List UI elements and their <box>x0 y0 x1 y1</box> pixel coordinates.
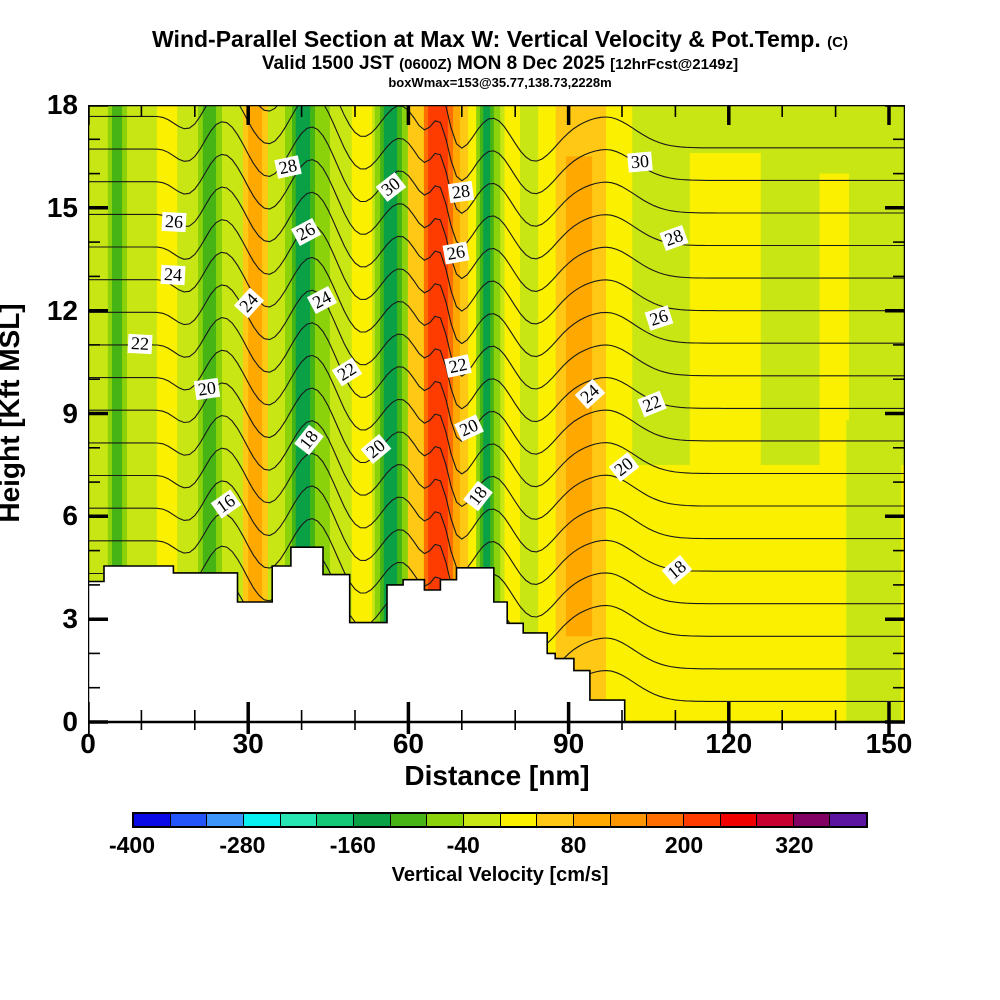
y-axis-tick: 0 <box>62 706 78 737</box>
valid-time: Valid 1500 JST <box>261 53 394 74</box>
colorbar-tick-label: -160 <box>329 832 376 858</box>
colorbar-segment <box>610 814 648 826</box>
colorbar-tick-label: 200 <box>664 832 704 858</box>
colorbar-segment <box>427 814 464 826</box>
y-axis-tick: 9 <box>62 397 78 429</box>
colorbar-segment <box>317 814 354 826</box>
colorbar-segment <box>390 814 428 826</box>
colorbar-segment <box>830 814 867 826</box>
x-axis-title: Distance [nm] <box>404 760 590 791</box>
colorbar-segment <box>720 814 758 826</box>
forecast-info: [12hrFcst@2149z] <box>610 56 739 73</box>
x-axis-tick: 30 <box>232 728 264 759</box>
colorbar <box>132 812 868 828</box>
figure-title-units: (C) <box>827 34 848 51</box>
colorbar-segment <box>207 814 244 826</box>
colorbar-tick-label: 80 <box>560 832 587 858</box>
colorbar-segment <box>243 814 281 826</box>
colorbar-segment <box>134 814 171 826</box>
x-axis-tick: 60 <box>392 728 424 759</box>
colorbar-tick-label: -40 <box>446 832 480 858</box>
colorbar-segment <box>647 814 684 826</box>
plot-area <box>88 105 905 737</box>
y-axis-tick: 15 <box>46 191 78 223</box>
x-axis-tick: 90 <box>553 728 585 759</box>
colorbar-tick-label: -400 <box>108 832 156 858</box>
figure-title-text: Wind-Parallel Section at Max W: Vertical… <box>152 26 821 52</box>
colorbar-caption: Vertical Velocity [cm/s] <box>391 864 609 886</box>
x-axis-tick: 150 <box>865 728 913 759</box>
colorbar-segment <box>793 814 831 826</box>
x-axis-tick: 0 <box>80 728 96 759</box>
colorbar-segment <box>757 814 794 826</box>
y-axis-tick: 6 <box>62 500 78 532</box>
valid-date: MON 8 Dec 2025 <box>456 53 605 74</box>
colorbar-segment <box>500 814 538 826</box>
figure-subtitle: Valid 1500 JST (0600Z) MON 8 Dec 2025 [1… <box>0 53 1000 75</box>
colorbar-segment <box>280 814 318 826</box>
figure-title: Wind-Parallel Section at Max W: Vertical… <box>0 26 1000 53</box>
section-plot <box>88 105 905 734</box>
colorbar-segment <box>463 814 501 826</box>
y-axis-tick: 12 <box>46 294 78 326</box>
x-axis-tick: 120 <box>705 728 753 759</box>
y-axis-tick: 18 <box>46 89 78 120</box>
colorbar-segment <box>573 814 611 826</box>
colorbar-segment <box>537 814 574 826</box>
colorbar-tick-label: -280 <box>219 832 266 858</box>
colorbar-segment <box>170 814 208 826</box>
y-axis-title: Height [Kft MSL] <box>0 303 25 523</box>
figure-annotation: boxWmax=153@35.77,138.73,2228m <box>388 75 612 90</box>
valid-time-utc: (0600Z) <box>399 56 452 73</box>
colorbar-segment <box>683 814 721 826</box>
y-axis-tick: 3 <box>62 603 78 635</box>
colorbar-tick-label: 320 <box>775 832 814 858</box>
colorbar-segment <box>353 814 391 826</box>
